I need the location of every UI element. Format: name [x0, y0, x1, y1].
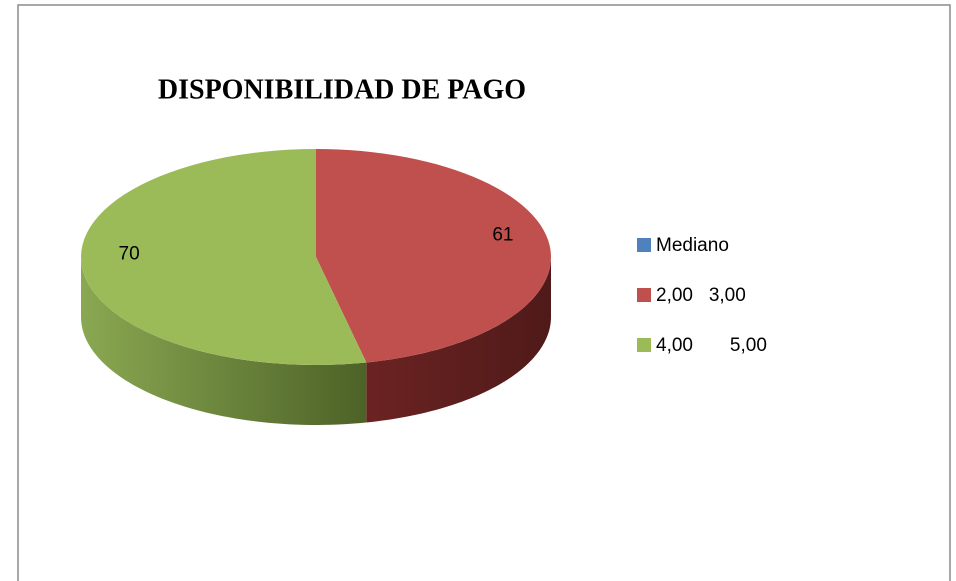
slice	[316, 149, 551, 363]
chart-title: DISPONIBILIDAD DE PAGO	[158, 74, 526, 105]
legend: Mediano 2,00 3,00 4,00 5,00	[637, 235, 767, 356]
slice-side	[366, 257, 551, 423]
pie: 61 70	[81, 149, 551, 425]
legend-label: 2,00 3,00	[656, 285, 746, 306]
legend-label: 4,00 5,00	[656, 335, 767, 356]
chart-border	[17, 4, 951, 581]
slice	[81, 149, 367, 365]
legend-swatch	[637, 238, 651, 252]
slice-side	[81, 257, 367, 425]
data-label: 61	[492, 225, 513, 246]
legend-swatch	[637, 338, 651, 352]
legend-label: Mediano	[656, 235, 729, 256]
data-label: 70	[119, 243, 140, 264]
legend-swatch	[637, 288, 651, 302]
